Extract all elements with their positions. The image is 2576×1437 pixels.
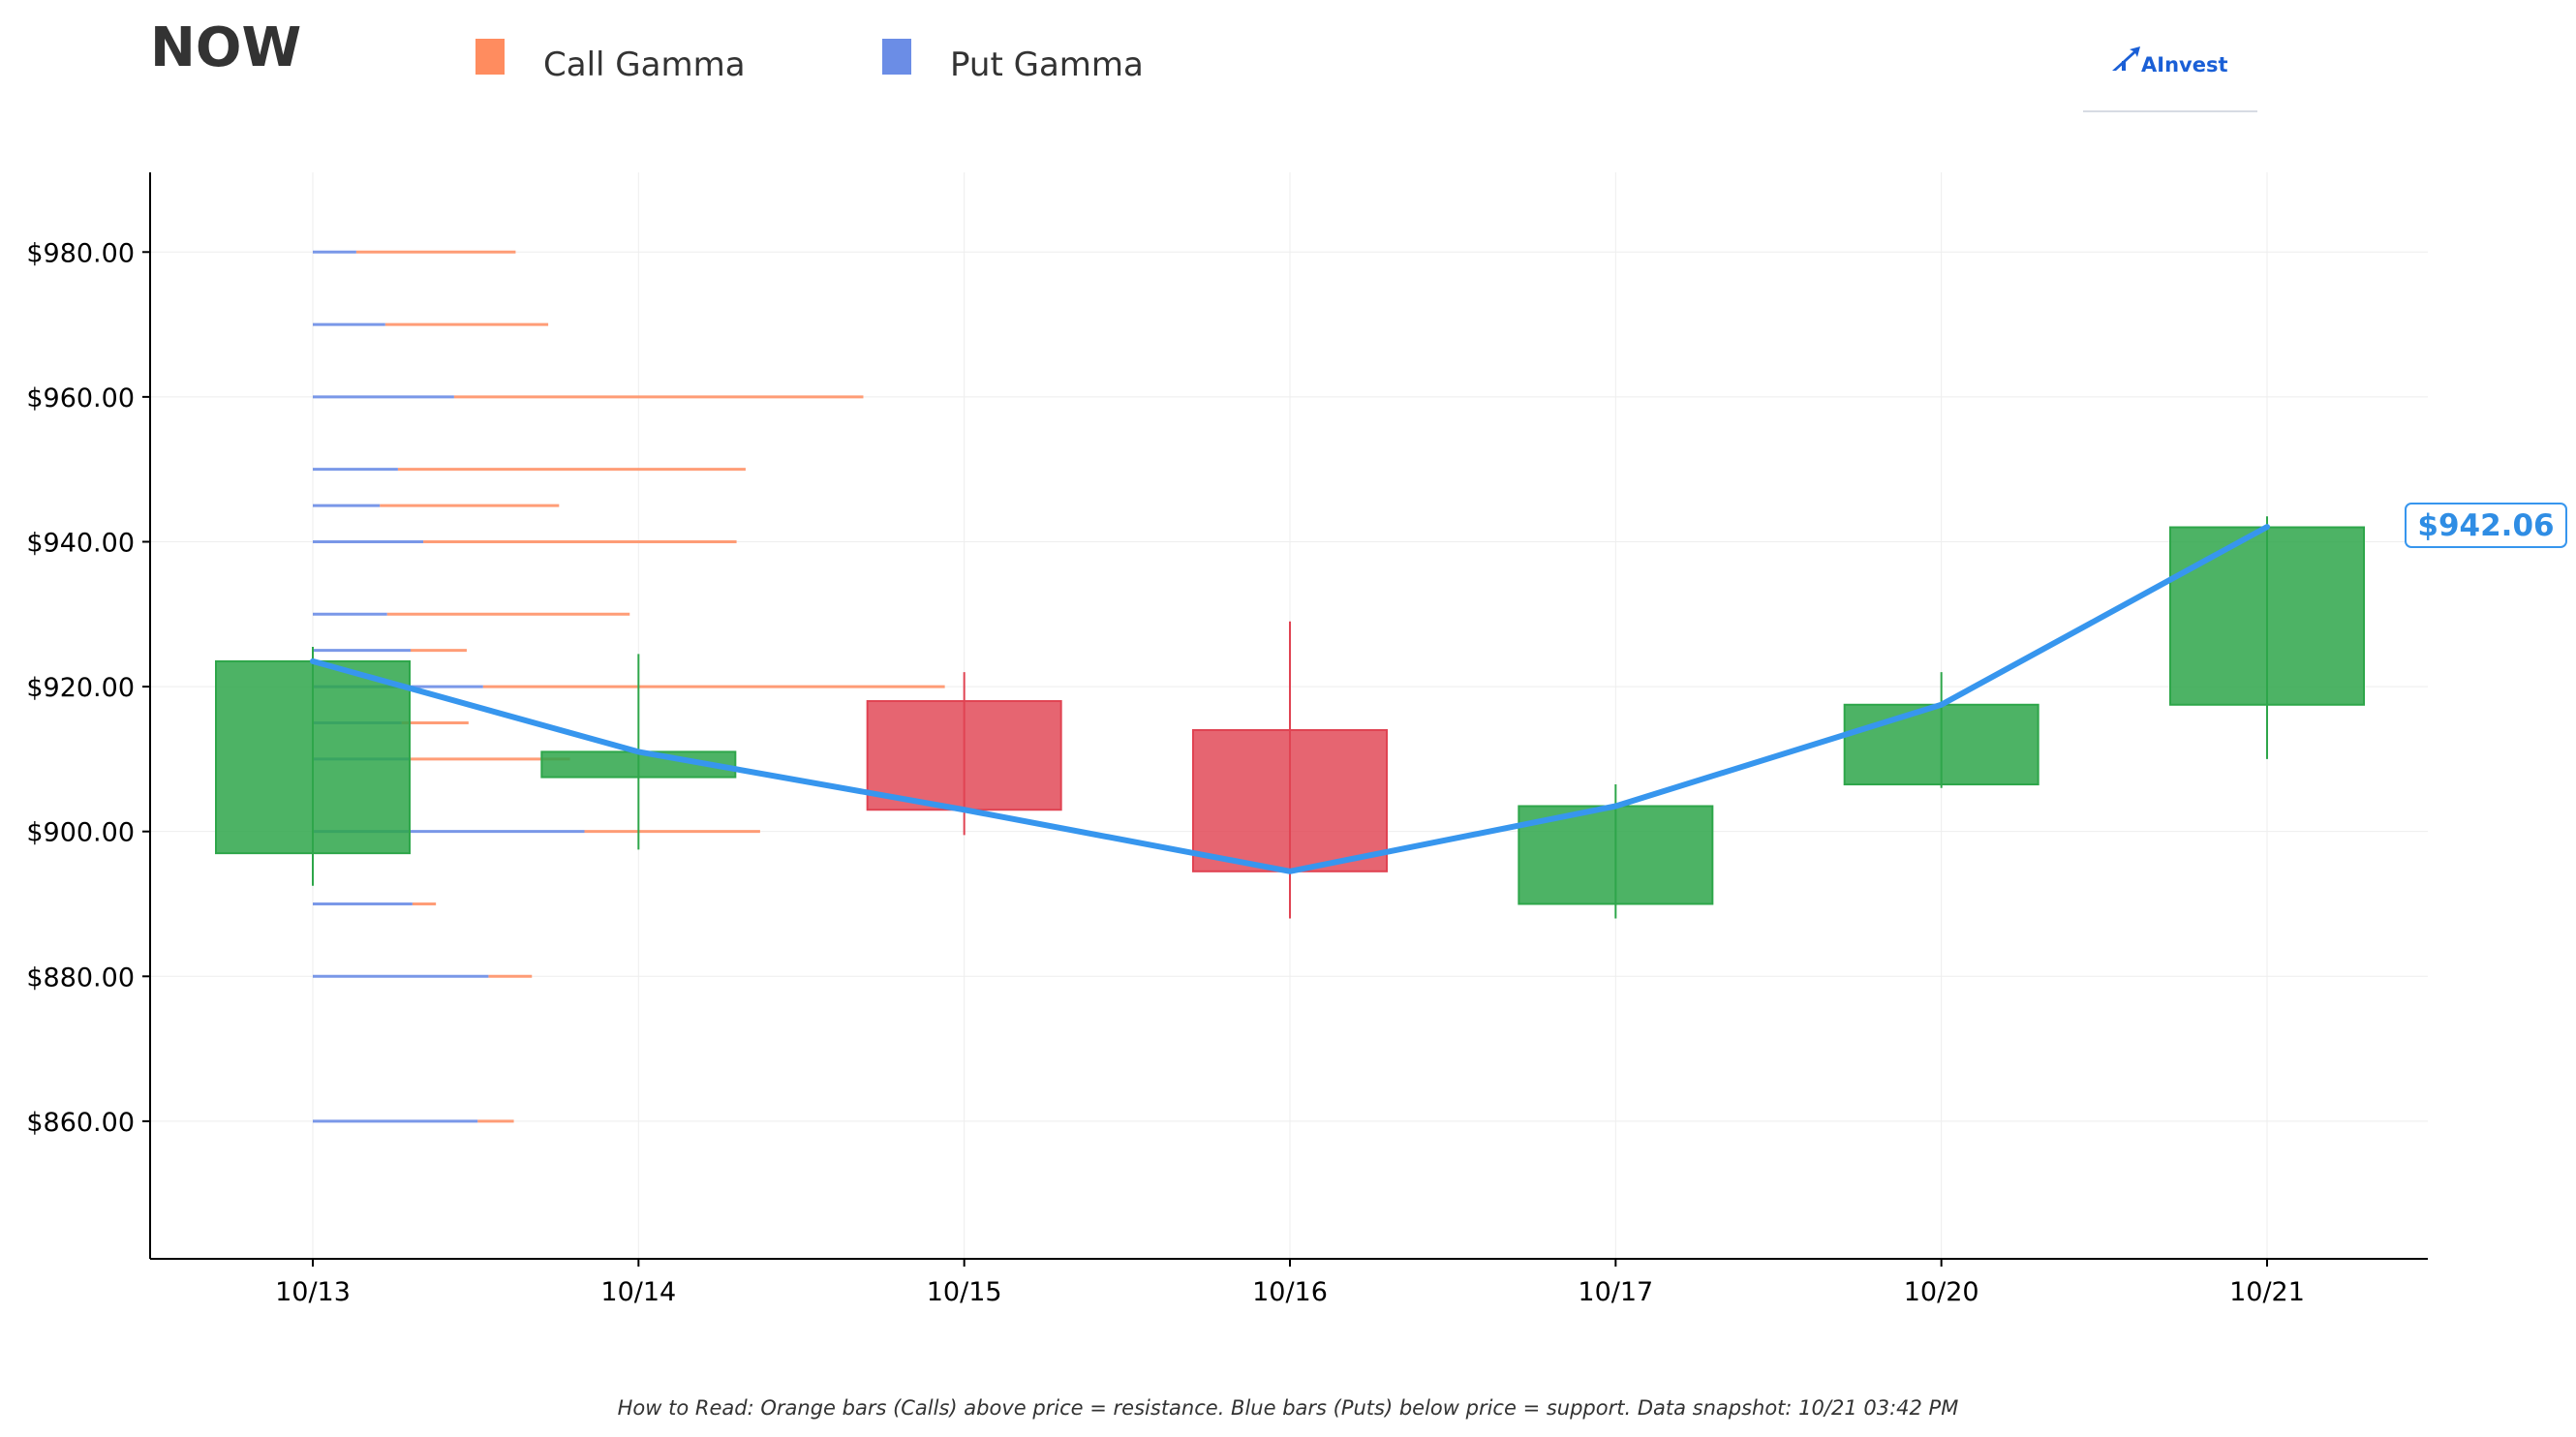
ticker-symbol: NOW <box>150 16 301 79</box>
y-tick-label: $920.00 <box>26 673 135 703</box>
x-tick-label: 10/17 <box>1578 1277 1653 1307</box>
x-tick-label: 10/14 <box>600 1277 676 1307</box>
put-gamma-legend-label: Put Gamma <box>950 46 1144 84</box>
x-tick-label: 10/16 <box>1252 1277 1328 1307</box>
price-line-group <box>310 524 2270 874</box>
put-gamma-legend-swatch <box>882 39 911 75</box>
candle-body <box>215 659 411 855</box>
ainvest-logo: AInvest <box>2083 46 2257 112</box>
how-to-read-note: How to Read: Orange bars (Calls) above p… <box>618 1396 1959 1420</box>
x-axis-tick-labels: 10/13 10/14 10/15 10/16 10/17 10/20 10/21 <box>275 1259 2305 1307</box>
candles <box>215 516 2365 919</box>
candle-body <box>866 700 1062 811</box>
chart-legend: Call Gamma Put Gamma <box>475 39 1144 84</box>
current-price-box <box>2405 503 2567 548</box>
current-price-tag: $942.06 <box>2405 503 2567 548</box>
call-gamma-legend-swatch <box>475 39 505 75</box>
y-tick-label: $960.00 <box>26 383 135 413</box>
candle-body <box>1192 728 1388 872</box>
x-tick-label: 10/21 <box>2229 1277 2305 1307</box>
y-tick-label: $940.00 <box>26 528 135 558</box>
candle-body <box>1843 703 2039 786</box>
logo-chart-icon <box>2112 46 2140 71</box>
x-tick-label: 10/15 <box>927 1277 1002 1307</box>
logo-text: AInvest <box>2141 53 2228 76</box>
call-gamma-legend-label: Call Gamma <box>543 46 746 84</box>
candle-body <box>2169 526 2365 706</box>
y-tick-label: $980.00 <box>26 238 135 268</box>
current-price-label: $942.06 <box>2417 508 2554 543</box>
y-axis-tick-labels: $860.00 $880.00 $900.00 $920.00 $940.00 $960.… <box>26 238 150 1138</box>
x-tick-label: 10/20 <box>1904 1277 1979 1307</box>
y-tick-label: $900.00 <box>26 818 135 848</box>
y-tick-label: $880.00 <box>26 963 135 993</box>
logo-bar-icon <box>2122 61 2126 71</box>
y-tick-label: $860.00 <box>26 1108 135 1138</box>
x-tick-label: 10/13 <box>275 1277 351 1307</box>
price-line <box>310 524 2270 874</box>
gamma-bars <box>313 250 945 1123</box>
